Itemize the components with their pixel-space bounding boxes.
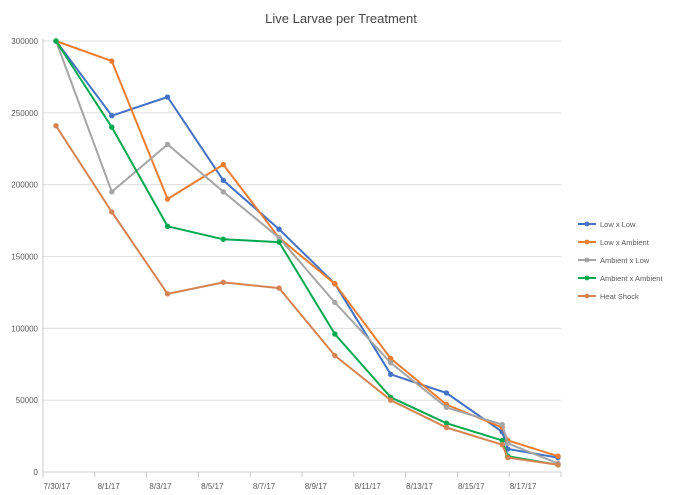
- legend-swatch-marker: [584, 293, 590, 299]
- y-tick-label: 200000: [11, 181, 38, 190]
- legend-label: Ambient x Low: [600, 256, 650, 265]
- data-point: [109, 124, 115, 130]
- data-point: [387, 360, 394, 366]
- data-point: [332, 352, 338, 359]
- data-point: [555, 453, 561, 459]
- data-point: [505, 440, 511, 446]
- legend-label: Low x Ambient: [600, 238, 650, 247]
- data-point: [164, 94, 171, 100]
- data-point: [109, 189, 115, 195]
- x-tick-label: 7/30/17: [44, 482, 71, 491]
- legend-label: Heat Shock: [600, 292, 639, 301]
- data-point: [109, 209, 115, 215]
- data-point: [164, 291, 171, 297]
- data-point: [164, 141, 171, 148]
- data-point: [53, 123, 59, 129]
- data-point: [387, 371, 394, 378]
- chart-title: Live Larvae per Treatment: [265, 11, 417, 26]
- x-axis-ticks: 7/30/17 8/1/17 8/3/17 8/5/17 8/7/17 8/9/17 8/1…: [42, 472, 562, 491]
- x-tick-label: 8/1/17: [98, 482, 121, 491]
- legend: Low x Low Low x Ambient Ambient x Low Ambie…: [578, 220, 663, 301]
- legend-swatch-marker: [584, 257, 590, 263]
- data-point: [505, 454, 511, 461]
- data-point: [499, 421, 505, 428]
- series-low-x-low: [53, 38, 561, 461]
- data-point: [443, 404, 450, 411]
- data-point: [443, 424, 450, 431]
- y-tick-label: 100000: [11, 324, 38, 333]
- x-tick-label: 8/3/17: [149, 482, 172, 491]
- legend-label: Low x Low: [600, 220, 636, 229]
- y-tick-label: 50000: [16, 396, 39, 405]
- series-line: [55, 40, 559, 459]
- y-tick-label: 250000: [11, 109, 38, 118]
- x-tick-label: 8/17/17: [510, 482, 537, 491]
- series-low-x-ambient: [53, 38, 561, 459]
- data-point: [555, 462, 561, 468]
- legend-item: Low x Ambient: [578, 238, 650, 247]
- legend-item: Ambient x Ambient: [578, 274, 663, 283]
- x-tick-label: 8/9/17: [305, 482, 328, 491]
- y-tick-label: 150000: [11, 253, 38, 262]
- legend-swatch-marker: [584, 221, 590, 227]
- y-tick-label: 300000: [11, 37, 38, 46]
- data-point: [53, 38, 59, 44]
- series-group: [53, 38, 561, 468]
- data-point: [387, 397, 394, 403]
- data-point: [220, 161, 227, 168]
- data-point: [332, 331, 338, 337]
- data-point: [220, 177, 227, 184]
- x-tick-label: 8/15/17: [458, 482, 485, 491]
- data-point: [109, 113, 115, 119]
- series-line: [55, 125, 559, 466]
- data-point: [443, 390, 450, 396]
- gridlines: [43, 40, 561, 401]
- series-line: [55, 40, 559, 458]
- data-point: [276, 285, 282, 291]
- legend-item: Ambient x Low: [578, 256, 650, 265]
- legend-item: Heat Shock: [578, 292, 639, 301]
- data-point: [220, 189, 227, 195]
- data-point: [220, 236, 227, 242]
- x-tick-label: 8/11/17: [355, 482, 382, 491]
- data-point: [276, 226, 282, 232]
- legend-item: Low x Low: [578, 220, 636, 229]
- data-point: [276, 239, 282, 245]
- x-tick-label: 8/7/17: [253, 482, 276, 491]
- y-tick-label: 0: [34, 468, 39, 477]
- data-point: [220, 279, 227, 286]
- x-tick-label: 8/13/17: [406, 482, 433, 491]
- data-point: [332, 299, 338, 306]
- legend-swatch-marker: [584, 239, 590, 245]
- x-tick-label: 8/5/17: [201, 482, 224, 491]
- data-point: [332, 281, 338, 287]
- legend-label: Ambient x Ambient: [600, 274, 663, 283]
- data-point: [164, 223, 171, 230]
- legend-swatch-marker: [584, 275, 590, 281]
- y-axis-ticks: 0 50000 100000 150000 200000 250000 300000: [11, 37, 38, 477]
- series-heat-shock: [53, 123, 561, 468]
- data-point: [499, 442, 505, 448]
- data-point: [109, 58, 115, 64]
- series-line: [55, 40, 559, 466]
- data-point: [164, 196, 171, 202]
